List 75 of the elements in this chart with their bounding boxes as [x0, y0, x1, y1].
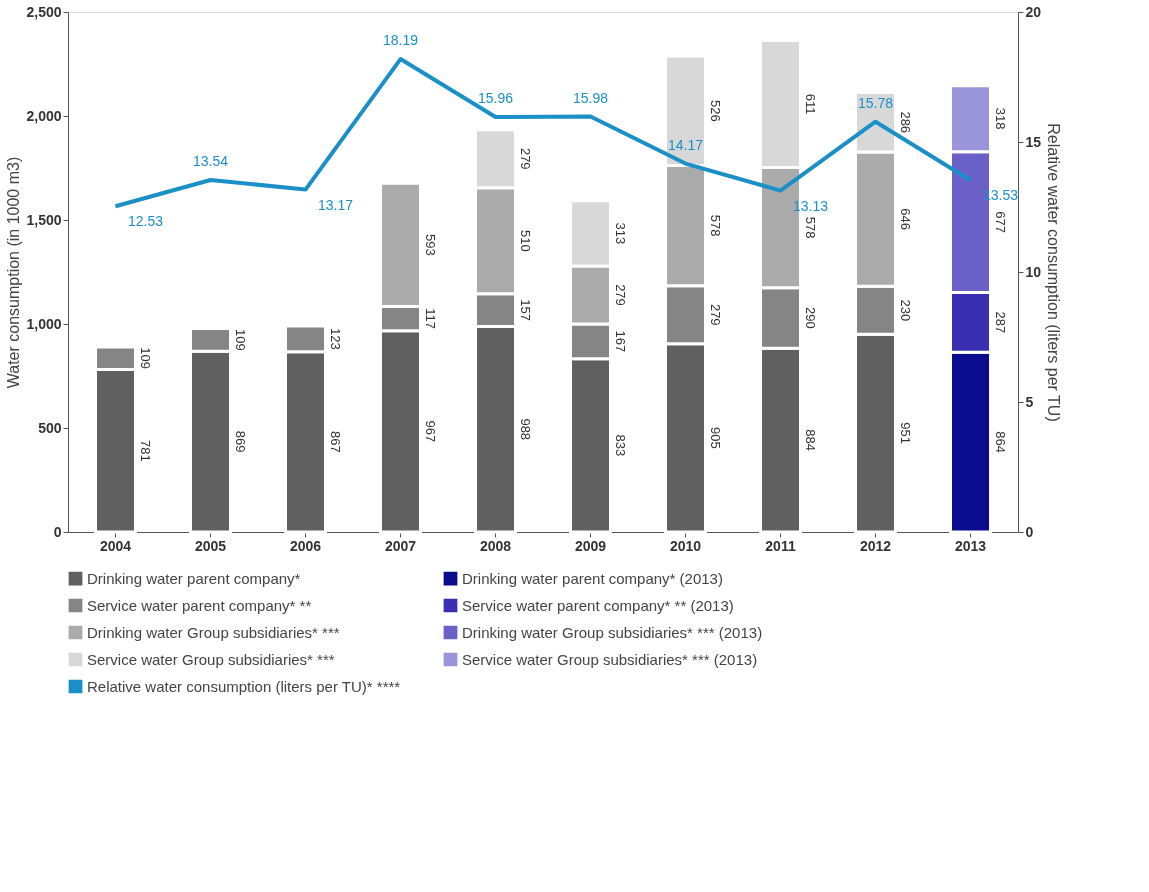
data-label: 988: [517, 418, 533, 441]
data-label: 884: [802, 429, 818, 451]
data-label: 313: [612, 222, 628, 245]
data-label: 318: [992, 107, 1008, 130]
data-label: 286: [897, 111, 913, 134]
data-label: 109: [232, 329, 248, 351]
legend-label: Relative water consumption (liters per TU)* ****: [87, 677, 401, 695]
data-label: 14.17: [667, 136, 704, 153]
data-label: 157: [517, 299, 533, 322]
y-tick-label: 0: [53, 523, 62, 540]
legend-label: Drinking water parent company* (2013): [462, 569, 723, 587]
data-label: 18.19: [382, 32, 419, 49]
x-tick-label: 2013: [954, 537, 987, 554]
data-label: 646: [897, 208, 913, 231]
data-label: 526: [707, 99, 723, 122]
legend-label: Service water parent company* ** (2013): [462, 596, 734, 614]
data-label: 230: [897, 299, 913, 322]
x-tick-label: 2009: [574, 537, 607, 554]
data-label: 781: [137, 439, 153, 462]
data-label: 867: [327, 430, 343, 453]
data-label: 13.13: [792, 197, 829, 214]
x-tick-label: 2007: [384, 537, 417, 554]
data-label: 905: [707, 427, 723, 449]
data-label: 611: [802, 93, 818, 115]
legend-label: Service water Group subsidiaries* *** (2013): [462, 650, 758, 668]
x-tick-label: 2005: [194, 537, 227, 554]
x-tick-label: 2008: [479, 537, 512, 554]
legend-label: Drinking water Group subsidiaries* *** (2013): [462, 623, 763, 641]
y2-tick-label: 10: [1025, 263, 1042, 280]
data-label: 279: [612, 284, 628, 306]
y-tick-label: 1,500: [26, 211, 62, 228]
data-label: 833: [612, 434, 628, 457]
data-label: 167: [612, 330, 628, 353]
line-series: [113, 57, 973, 209]
data-label: 510: [517, 229, 533, 252]
data-label: 279: [707, 303, 723, 326]
data-label: 290: [802, 307, 818, 329]
data-label: 677: [992, 211, 1008, 234]
data-label: 279: [517, 147, 533, 170]
x-tick-label: 2004: [99, 537, 132, 554]
y2-axis-title: Relative water consumption (liters per TU): [1045, 123, 1063, 422]
legend-label: Drinking water Group subsidiaries* ***: [87, 623, 340, 641]
y-tick-label: 2,500: [26, 3, 62, 20]
x-tick-label: 2011: [765, 537, 796, 554]
y2-tick-label: 15: [1025, 133, 1042, 150]
data-label: 109: [137, 347, 153, 370]
legend-label: Service water parent company* **: [87, 596, 312, 614]
legend-label: Service water Group subsidiaries* ***: [87, 650, 335, 668]
data-label: 13.17: [317, 196, 354, 213]
y-tick-label: 500: [38, 419, 62, 436]
data-label: 12.53: [127, 213, 164, 230]
data-label: 864: [992, 431, 1008, 453]
y-axis-title: Water consumption (in 1000 m3): [5, 156, 23, 389]
data-label: 123: [327, 328, 343, 350]
x-tick-label: 2006: [289, 537, 322, 554]
x-tick-label: 2012: [859, 537, 892, 554]
data-label: 593: [422, 234, 438, 256]
data-label: 951: [897, 422, 913, 444]
data-label: 15.98: [572, 89, 609, 106]
data-label: 117: [422, 308, 438, 330]
data-label: 15.96: [477, 90, 514, 107]
x-tick-label: 2010: [669, 537, 702, 554]
y2-tick-label: 20: [1025, 3, 1042, 20]
data-label: 13.54: [192, 152, 229, 169]
data-label: 287: [992, 311, 1008, 334]
data-label: 967: [422, 420, 438, 443]
legend-label: Drinking water parent company*: [87, 569, 301, 587]
y2-tick-label: 0: [1025, 523, 1034, 540]
y-tick-label: 2,000: [26, 107, 62, 124]
data-label: 869: [232, 430, 248, 453]
y2-tick-label: 5: [1025, 393, 1034, 410]
data-label: 578: [707, 214, 723, 237]
y-tick-label: 1,000: [26, 315, 62, 332]
data-label: 15.78: [857, 94, 894, 111]
data-label: 578: [802, 216, 818, 239]
